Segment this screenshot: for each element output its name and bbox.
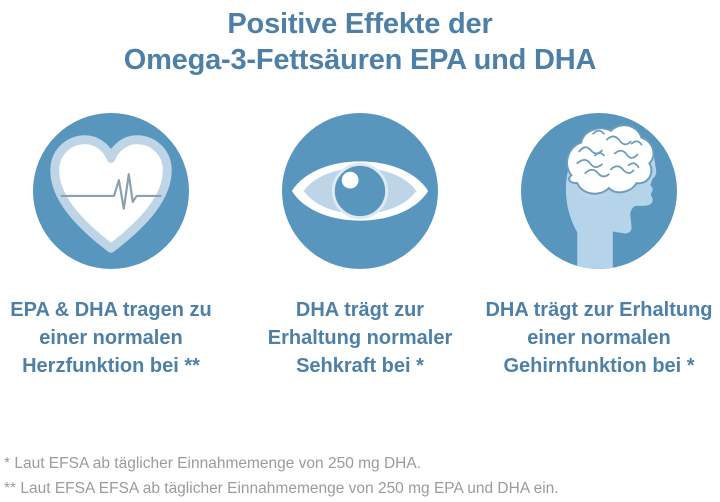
- footnotes: * Laut EFSA ab täglicher Einnahmemenge v…: [4, 451, 559, 501]
- column-brain-function: DHA trägt zur Erhaltung einer normalen G…: [482, 112, 716, 380]
- caption-line: DHA trägt zur: [295, 299, 425, 321]
- caption-line: einer normalen: [39, 327, 183, 349]
- caption-line: DHA trägt zur Erhaltung: [485, 299, 713, 321]
- caption-brain-function: DHA trägt zur Erhaltung einer normalen G…: [482, 296, 716, 380]
- eye-icon: [281, 112, 439, 270]
- page-title-line-2: Omega-3-Fettsäuren EPA und DHA: [123, 44, 597, 76]
- page-title: Positive Effekte der Omega-3-Fettsäuren …: [0, 6, 720, 78]
- footnote-dha: * Laut EFSA ab täglicher Einnahmemenge v…: [4, 455, 422, 472]
- caption-line: Gehirnfunktion bei *: [503, 355, 695, 377]
- column-vision: DHA trägt zur Erhaltung normaler Sehkraf…: [246, 112, 474, 380]
- footnote-epa-dha: ** Laut EFSA EFSA ab täglicher Einnahmem…: [4, 480, 559, 497]
- caption-line: Sehkraft bei *: [296, 355, 424, 377]
- brain-head-icon: [520, 112, 678, 270]
- caption-heart-function: EPA & DHA tragen zu einer normalen Herzf…: [2, 296, 220, 380]
- caption-line: einer normalen: [527, 327, 671, 349]
- caption-vision: DHA trägt zur Erhaltung normaler Sehkraf…: [246, 296, 474, 380]
- page-title-line-1: Positive Effekte der: [227, 8, 493, 40]
- heart-ekg-icon: [32, 112, 190, 270]
- caption-line: EPA & DHA tragen zu: [10, 299, 212, 321]
- caption-line: Herzfunktion bei **: [22, 355, 200, 377]
- caption-line: Erhaltung normaler: [267, 327, 453, 349]
- column-heart-function: EPA & DHA tragen zu einer normalen Herzf…: [2, 112, 220, 380]
